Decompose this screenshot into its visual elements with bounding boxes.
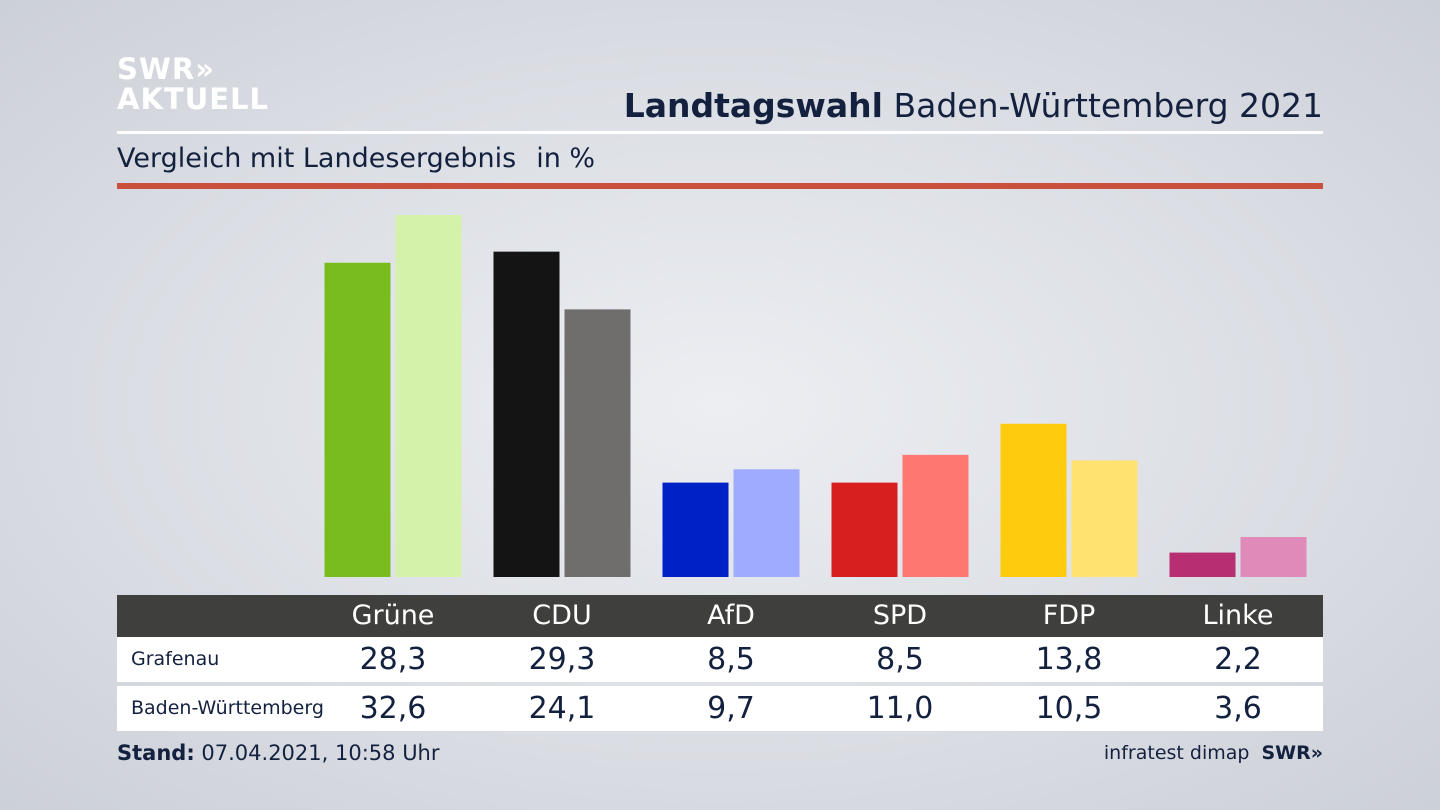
value-cell: 11,0 (866, 691, 934, 726)
party-header-fdp: FDP (1042, 600, 1096, 631)
title-bold: Landtagswahl (623, 86, 883, 125)
row-label: Baden-Württemberg (131, 697, 324, 719)
chart-subtitle: Vergleich mit Landesergebnis in % (117, 143, 595, 174)
bar-gruene-local (324, 262, 391, 577)
value-cell: 9,7 (707, 691, 755, 726)
bar-linke-state (1240, 537, 1307, 577)
stand-label: Stand: (117, 741, 195, 765)
bar-spd-local (831, 482, 898, 577)
bar-fdp-local (1000, 423, 1067, 577)
value-cell: 29,3 (528, 642, 596, 677)
logo-line-2: AKTUELL (117, 82, 270, 116)
bar-chart (324, 215, 1307, 577)
subtitle-unit: in % (536, 143, 596, 174)
value-cell: 24,1 (528, 691, 596, 726)
swr-logo: SWR» (1261, 742, 1323, 764)
bar-afd-state (733, 469, 800, 577)
bar-spd-state (902, 454, 969, 577)
value-cell: 2,2 (1214, 642, 1262, 677)
swr-aktuell-logo: SWR» AKTUELL (117, 54, 269, 114)
party-header-spd: SPD (872, 600, 928, 631)
title-rest: Baden-Württemberg 2021 (893, 86, 1323, 125)
bar-gruene-state (395, 215, 462, 577)
table-row-grafenau: Grafenau 28,3 29,3 8,5 8,5 13,8 2,2 (117, 637, 1323, 682)
value-cell: 3,6 (1214, 691, 1262, 726)
bar-linke-local (1169, 552, 1236, 577)
timestamp: Stand: 07.04.2021, 10:58 Uhr (117, 741, 440, 765)
value-cell: 8,5 (876, 642, 924, 677)
source-credit: infratest dimap SWR» (1104, 742, 1323, 764)
bar-cdu-state (564, 309, 631, 577)
party-header-bar: Grüne CDU AfD SPD FDP Linke (117, 595, 1323, 637)
party-header-afd: AfD (707, 600, 755, 631)
title-divider (117, 131, 1323, 134)
party-header-linke: Linke (1202, 600, 1274, 631)
party-header-gruene: Grüne (351, 600, 435, 631)
page-title: Landtagswahl Baden-Württemberg 2021 (624, 86, 1323, 125)
value-cell: 13,8 (1035, 642, 1103, 677)
bar-afd-local (662, 482, 729, 577)
value-cell: 10,5 (1035, 691, 1103, 726)
subtitle-text: Vergleich mit Landesergebnis (117, 143, 517, 174)
source-text: infratest dimap (1103, 742, 1250, 764)
value-cell: 28,3 (359, 642, 427, 677)
bar-fdp-state (1071, 460, 1138, 577)
bar-cdu-local (493, 251, 560, 577)
party-header-cdu: CDU (532, 600, 592, 631)
value-cell: 32,6 (359, 691, 427, 726)
stand-value: 07.04.2021, 10:58 Uhr (201, 741, 440, 765)
row-label: Grafenau (131, 648, 220, 670)
subtitle-divider (117, 183, 1323, 189)
table-row-baden-wuerttemberg: Baden-Württemberg 32,6 24,1 9,7 11,0 10,… (117, 686, 1323, 731)
logo-line-1: SWR» (117, 52, 215, 86)
value-cell: 8,5 (707, 642, 755, 677)
